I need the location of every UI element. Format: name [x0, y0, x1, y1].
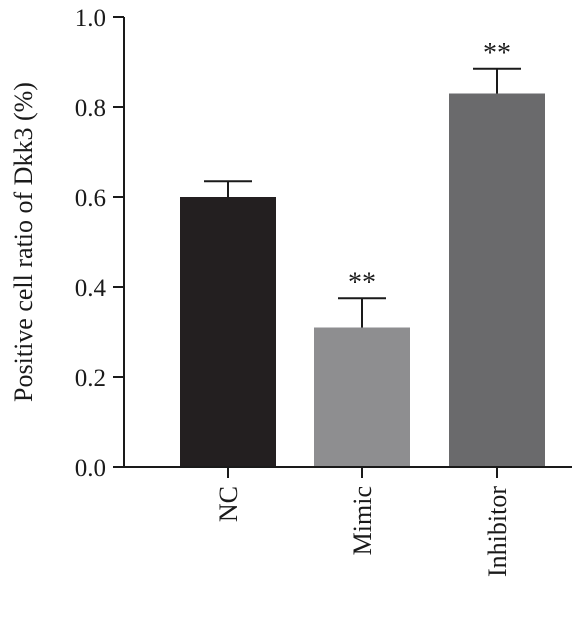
- x-axis: NC Mimic Inhibitor: [124, 466, 572, 577]
- y-tick-label: 1.0: [75, 5, 106, 32]
- y-tick-label: 0.4: [75, 275, 107, 302]
- bar-mimic: [314, 327, 410, 467]
- significance-label: **: [483, 38, 511, 69]
- x-tick-label-nc: NC: [214, 486, 243, 522]
- significance-label: **: [348, 267, 376, 298]
- y-tick-label: 0.8: [75, 95, 106, 122]
- y-axis-title: Positive cell ratio of Dkk3 (%): [9, 82, 38, 402]
- bars: [180, 93, 545, 467]
- significance-marks: ** **: [348, 38, 511, 299]
- bar-nc: [180, 197, 276, 467]
- error-bars: [204, 67, 521, 328]
- y-tick-label: 0.2: [75, 365, 106, 392]
- x-tick-label-inhibitor: Inhibitor: [483, 486, 512, 577]
- bar-inhibitor: [449, 93, 545, 467]
- x-tick-label-mimic: Mimic: [348, 486, 377, 555]
- y-tick-label: 0.6: [75, 185, 106, 212]
- y-axis: 0.0 0.2 0.4 0.6 0.8 1.0: [75, 5, 125, 482]
- y-tick-label: 0.0: [75, 455, 106, 482]
